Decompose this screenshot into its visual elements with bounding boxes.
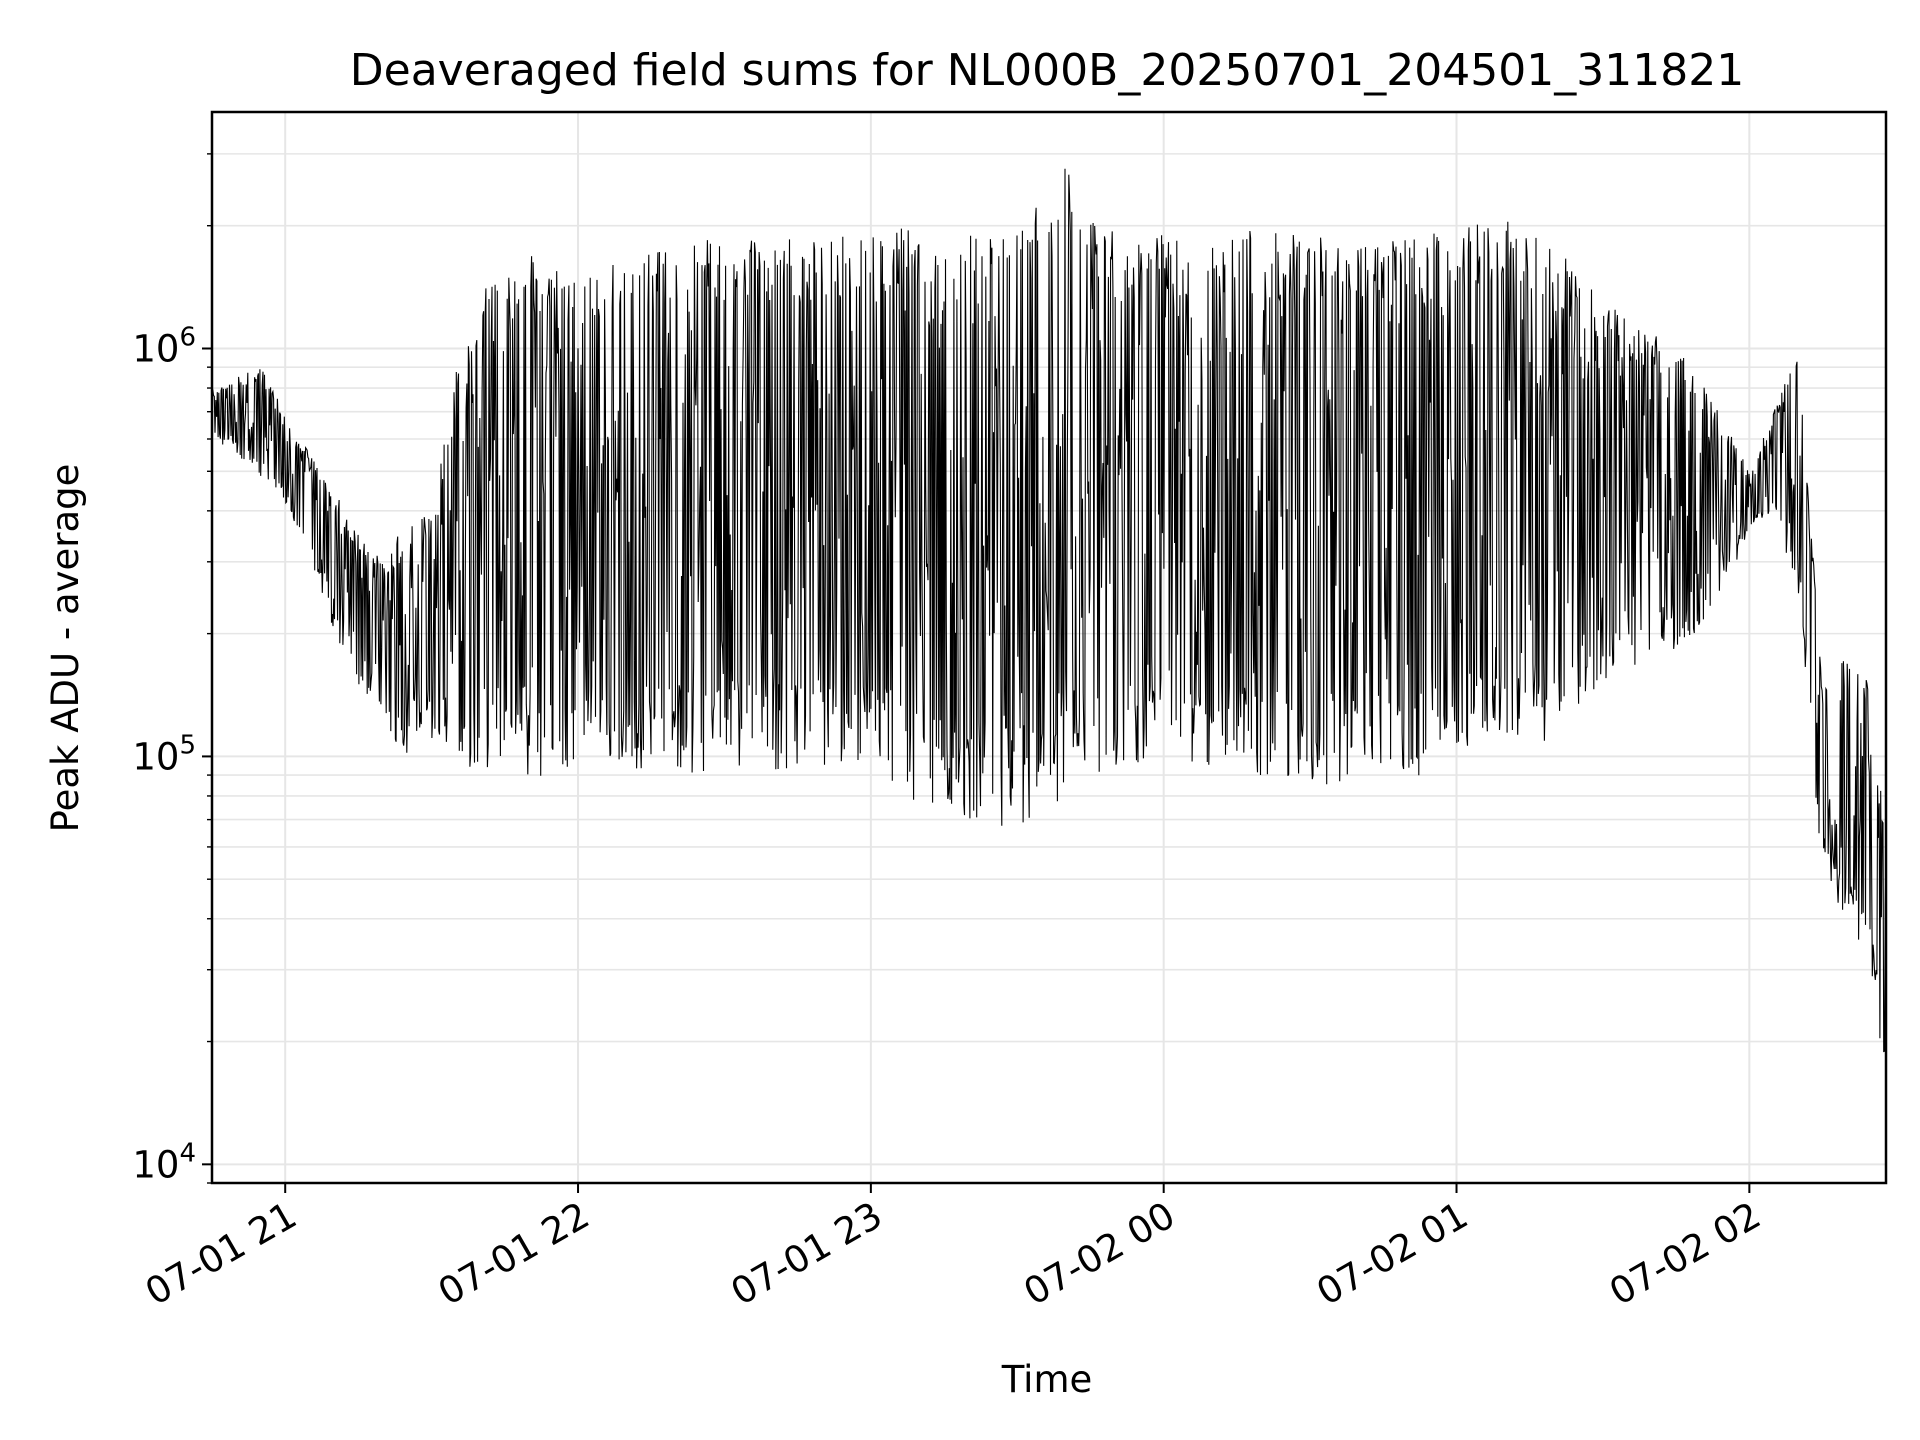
x-tick-label: 07-01 23 <box>724 1194 890 1314</box>
x-tick-label: 07-02 00 <box>1017 1194 1183 1314</box>
x-axis: 07-01 21 07-01 22 07-01 23 07-02 00 07-02 01… <box>138 1183 1768 1314</box>
series-line <box>211 168 1887 1053</box>
x-axis-label: Time <box>1001 1358 1093 1401</box>
x-tick-label: 07-02 01 <box>1309 1194 1475 1314</box>
y-axis: 104 105 106 <box>132 153 212 1186</box>
y-tick-label: 104 <box>132 1138 196 1186</box>
plot-frame <box>210 110 1888 1185</box>
x-tick-label: 07-01 22 <box>431 1194 597 1314</box>
x-tick-label: 07-02 02 <box>1602 1194 1768 1314</box>
x-tick-label: 07-01 21 <box>138 1194 304 1314</box>
y-tick-label: 105 <box>132 730 196 778</box>
series-path <box>211 168 1887 1053</box>
y-axis-label: Peak ADU - average <box>44 464 87 833</box>
chart-title: Deaveraged field sums for NL000B_2025070… <box>350 45 1744 96</box>
y-tick-label: 106 <box>132 323 196 371</box>
